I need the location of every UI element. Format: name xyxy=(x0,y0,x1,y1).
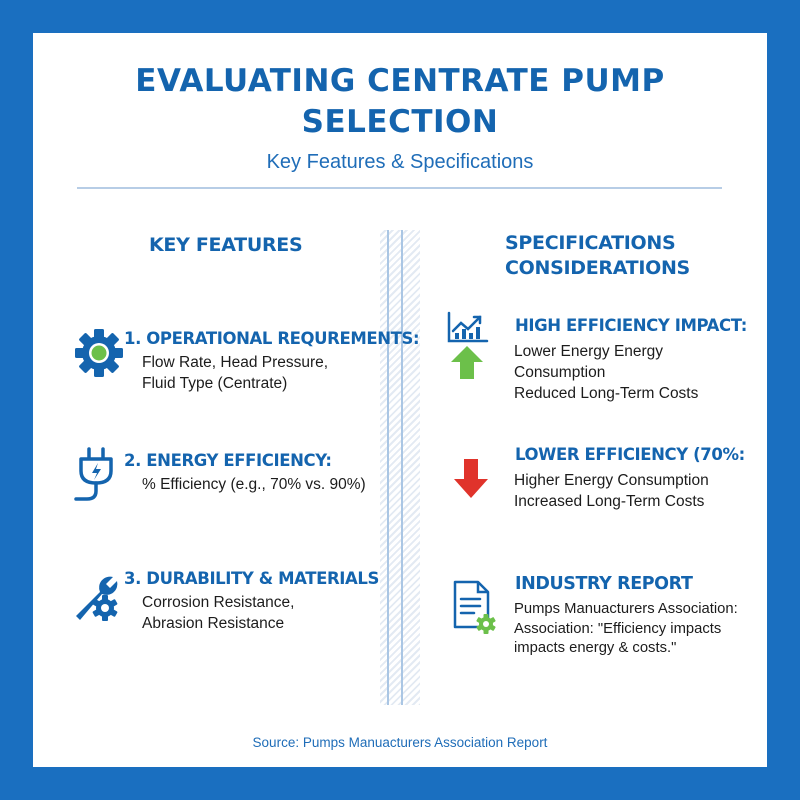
title-line-1: EVALUATING CENTRATE PUMP xyxy=(135,63,665,99)
text-line: Increased Long-Term Costs xyxy=(514,493,705,510)
lower-efficiency-title: LOWER EFFICIENCY (70%: xyxy=(515,445,745,464)
text-line: Flow Rate, Head Pressure, xyxy=(142,354,329,371)
text-line: % Efficiency (e.g., 70% vs. 90%) xyxy=(142,476,366,493)
header-divider xyxy=(77,187,722,189)
page-subtitle: Key Features & Specifications xyxy=(266,151,534,173)
chart-up-arrow-icon xyxy=(447,311,489,379)
text-line: Lower Energy Energy xyxy=(514,343,664,360)
high-efficiency-text: Lower Energy Energy Consumption Reduced … xyxy=(514,341,698,404)
text-line: Fluid Type (Centrate) xyxy=(142,375,288,392)
text-line: Pumps Manuacturers Association: xyxy=(514,601,738,617)
energy-efficiency-text: % Efficiency (e.g., 70% vs. 90%) xyxy=(142,474,366,495)
title-line-2: SELECTION xyxy=(301,104,499,140)
column-divider xyxy=(380,230,420,705)
text-line: Consumption xyxy=(514,364,606,381)
document-gear-icon xyxy=(453,580,496,634)
energy-efficiency-title: 2. ENERGY EFFICIENCY: xyxy=(124,451,332,470)
text-line: Reduced Long-Term Costs xyxy=(514,385,699,402)
page-title: EVALUATING CENTRATE PUMP SELECTION xyxy=(33,61,767,143)
operational-requirements-text: Flow Rate, Head Pressure, Fluid Type (Ce… xyxy=(142,352,328,394)
text-line: Corrosion Resistance, xyxy=(142,594,295,611)
text-line: Association: "Efficiency impacts xyxy=(514,620,722,637)
source-footnote: Source: Pumps Manuacturers Association R… xyxy=(252,735,548,750)
gear-icon xyxy=(75,329,123,377)
industry-report-title: INDUSTRY REPORT xyxy=(515,574,693,594)
infographic-card: EVALUATING CENTRATE PUMP SELECTION Key F… xyxy=(33,33,767,767)
text-line: Higher Energy Consumption xyxy=(514,472,709,489)
text-line: impacts energy & costs." xyxy=(514,640,677,656)
wrench-gear-icon xyxy=(76,576,118,621)
durability-materials-title: 3. DURABILITY & MATERIALS xyxy=(124,569,379,588)
down-arrow-icon xyxy=(454,459,488,498)
text-line: Abrasion Resistance xyxy=(142,615,285,632)
high-efficiency-title: HIGH EFFICIENCY IMPACT: xyxy=(515,316,747,335)
plug-icon xyxy=(74,447,113,501)
lower-efficiency-text: Higher Energy Consumption Increased Long… xyxy=(514,470,709,512)
industry-report-text: Pumps Manuacturers Association: Associat… xyxy=(514,600,738,659)
specifications-heading: SPECIFICATIONS CONSIDERATIONS xyxy=(505,231,690,281)
key-features-heading: KEY FEATURES xyxy=(149,234,303,256)
operational-requirements-title: 1. OPERATIONAL REQUREMENTS: xyxy=(124,329,420,348)
specifications-heading-line-2: CONSIDERATIONS xyxy=(505,257,690,279)
specifications-heading-line-1: SPECIFICATIONS xyxy=(505,232,676,254)
durability-materials-text: Corrosion Resistance, Abrasion Resistanc… xyxy=(142,592,294,634)
